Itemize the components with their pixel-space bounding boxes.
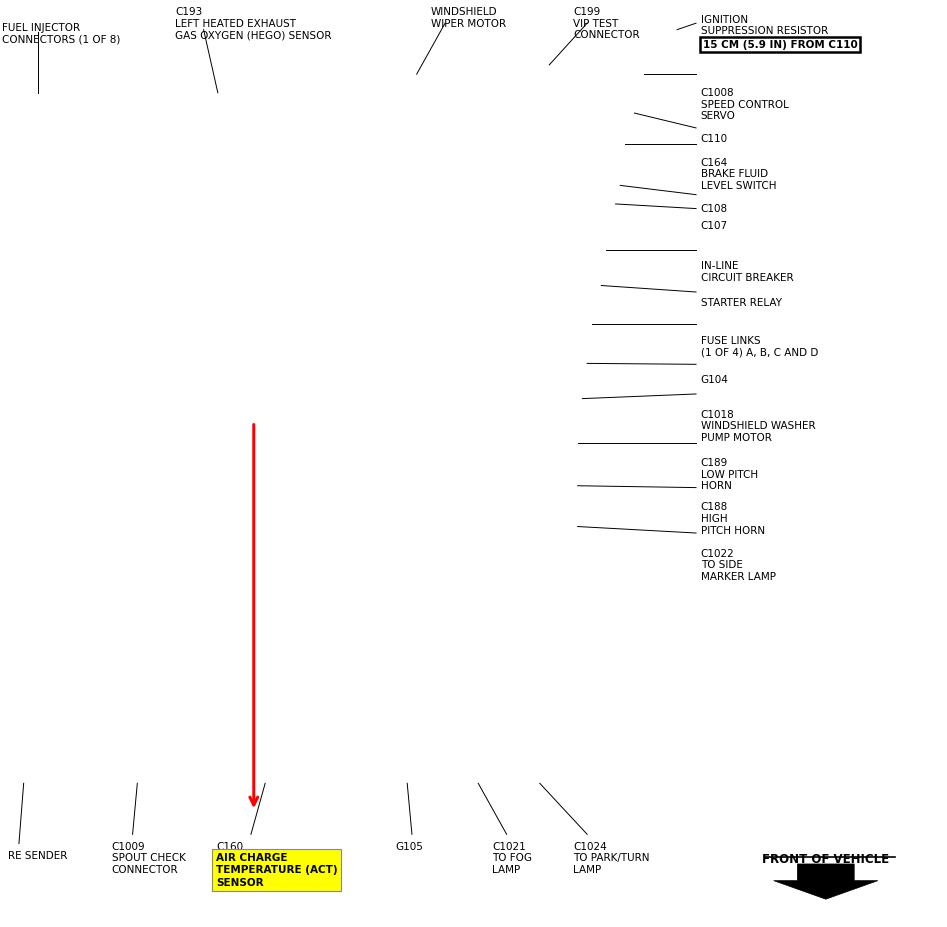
- Text: C1009
SPOUT CHECK
CONNECTOR: C1009 SPOUT CHECK CONNECTOR: [112, 842, 186, 875]
- Text: STARTER RELAY: STARTER RELAY: [701, 298, 782, 309]
- Text: C108: C108: [701, 204, 728, 214]
- Text: C110: C110: [701, 134, 728, 145]
- Text: C1018
WINDSHIELD WASHER
PUMP MOTOR: C1018 WINDSHIELD WASHER PUMP MOTOR: [701, 410, 815, 443]
- Text: C164
BRAKE FLUID
LEVEL SWITCH: C164 BRAKE FLUID LEVEL SWITCH: [701, 158, 777, 191]
- Text: G104: G104: [701, 375, 728, 385]
- Text: IN-LINE
CIRCUIT BREAKER: IN-LINE CIRCUIT BREAKER: [701, 261, 794, 283]
- Text: FUEL INJECTOR
CONNECTORS (1 OF 8): FUEL INJECTOR CONNECTORS (1 OF 8): [2, 23, 120, 44]
- Text: C1021
TO FOG
LAMP: C1021 TO FOG LAMP: [492, 842, 532, 875]
- Text: C188
HIGH
PITCH HORN: C188 HIGH PITCH HORN: [701, 502, 765, 536]
- Text: C193: C193: [175, 7, 203, 18]
- Polygon shape: [774, 864, 878, 899]
- Text: LEFT HEATED EXHAUST
GAS OXYGEN (HEGO) SENSOR: LEFT HEATED EXHAUST GAS OXYGEN (HEGO) SE…: [175, 19, 331, 40]
- Text: VIP TEST
CONNECTOR: VIP TEST CONNECTOR: [573, 19, 639, 40]
- Text: G105: G105: [396, 842, 423, 852]
- Text: IGNITION
SUPPRESSION RESISTOR: IGNITION SUPPRESSION RESISTOR: [701, 15, 828, 36]
- Text: C1008
SPEED CONTROL
SERVO: C1008 SPEED CONTROL SERVO: [701, 88, 789, 121]
- Text: C189
LOW PITCH
HORN: C189 LOW PITCH HORN: [701, 458, 758, 491]
- Text: C199: C199: [573, 7, 600, 18]
- Text: 15 CM (5.9 IN) FROM C110: 15 CM (5.9 IN) FROM C110: [703, 40, 857, 50]
- Text: FUSE LINKS
(1 OF 4) A, B, C AND D: FUSE LINKS (1 OF 4) A, B, C AND D: [701, 336, 818, 357]
- Text: C1022
TO SIDE
MARKER LAMP: C1022 TO SIDE MARKER LAMP: [701, 549, 776, 582]
- Text: FRONT OF VEHICLE: FRONT OF VEHICLE: [762, 853, 889, 866]
- Text: C107: C107: [701, 221, 728, 231]
- Text: WINDSHIELD
WIPER MOTOR: WINDSHIELD WIPER MOTOR: [431, 7, 506, 29]
- Text: C160: C160: [216, 842, 243, 852]
- Text: RE SENDER: RE SENDER: [8, 851, 67, 861]
- Text: AIR CHARGE
TEMPERATURE (ACT)
SENSOR: AIR CHARGE TEMPERATURE (ACT) SENSOR: [216, 853, 337, 888]
- Text: C1024
TO PARK/TURN
LAMP: C1024 TO PARK/TURN LAMP: [573, 842, 650, 875]
